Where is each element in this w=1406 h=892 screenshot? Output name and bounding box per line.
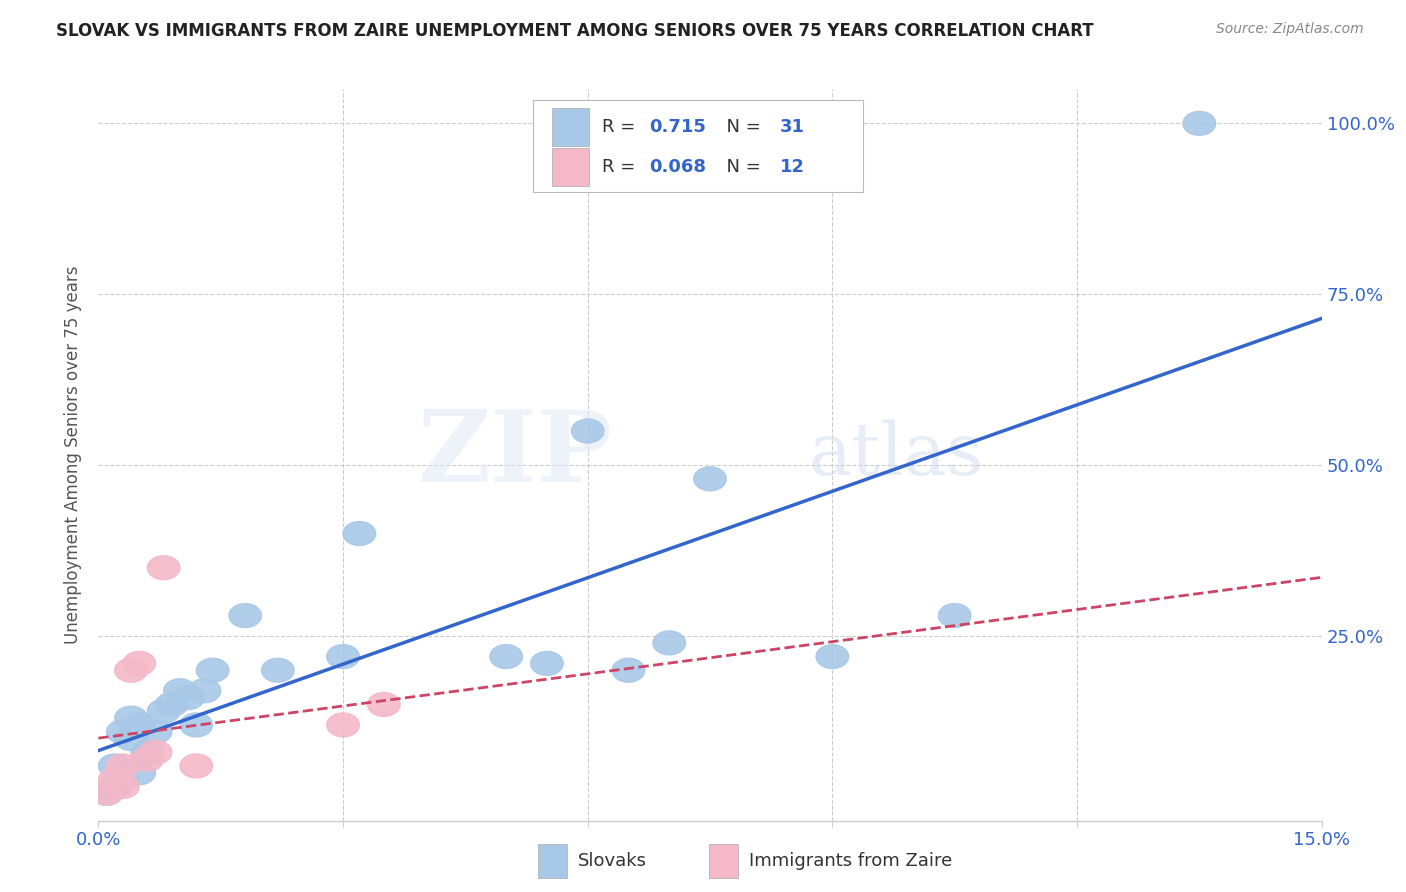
Ellipse shape	[343, 522, 375, 546]
FancyBboxPatch shape	[537, 844, 567, 878]
Ellipse shape	[131, 747, 163, 771]
Ellipse shape	[122, 713, 156, 737]
Ellipse shape	[1182, 112, 1216, 136]
Ellipse shape	[122, 651, 156, 675]
Ellipse shape	[172, 686, 204, 709]
Ellipse shape	[148, 699, 180, 723]
Ellipse shape	[652, 631, 686, 655]
Ellipse shape	[938, 604, 972, 628]
Text: Source: ZipAtlas.com: Source: ZipAtlas.com	[1216, 22, 1364, 37]
Text: 31: 31	[780, 119, 804, 136]
Text: ZIP: ZIP	[418, 407, 612, 503]
Text: N =: N =	[714, 158, 766, 176]
Ellipse shape	[180, 713, 212, 737]
Text: atlas: atlas	[808, 419, 983, 491]
Text: Slovaks: Slovaks	[578, 852, 647, 870]
Text: R =: R =	[602, 119, 641, 136]
Ellipse shape	[139, 740, 172, 764]
Ellipse shape	[107, 774, 139, 798]
FancyBboxPatch shape	[553, 148, 589, 186]
Ellipse shape	[98, 754, 131, 778]
Ellipse shape	[139, 720, 172, 744]
Ellipse shape	[122, 761, 156, 785]
Ellipse shape	[131, 740, 163, 764]
FancyBboxPatch shape	[533, 100, 863, 192]
Text: 0.715: 0.715	[650, 119, 706, 136]
Ellipse shape	[163, 679, 197, 703]
Ellipse shape	[115, 658, 148, 682]
Text: 0.068: 0.068	[650, 158, 706, 176]
Text: Immigrants from Zaire: Immigrants from Zaire	[749, 852, 952, 870]
Ellipse shape	[107, 720, 139, 744]
Ellipse shape	[530, 651, 564, 675]
Ellipse shape	[98, 774, 131, 798]
Ellipse shape	[107, 754, 139, 778]
Ellipse shape	[156, 692, 188, 716]
Ellipse shape	[326, 713, 360, 737]
Ellipse shape	[693, 467, 727, 491]
Text: 12: 12	[780, 158, 804, 176]
Ellipse shape	[197, 658, 229, 682]
Ellipse shape	[188, 679, 221, 703]
Ellipse shape	[229, 604, 262, 628]
Text: R =: R =	[602, 158, 641, 176]
Text: N =: N =	[714, 119, 766, 136]
Ellipse shape	[262, 658, 294, 682]
Ellipse shape	[90, 781, 122, 805]
Y-axis label: Unemployment Among Seniors over 75 years: Unemployment Among Seniors over 75 years	[65, 266, 83, 644]
Ellipse shape	[115, 727, 148, 750]
Ellipse shape	[90, 781, 122, 805]
Ellipse shape	[367, 692, 401, 716]
Ellipse shape	[115, 706, 148, 730]
Ellipse shape	[98, 768, 131, 791]
Ellipse shape	[326, 645, 360, 668]
Ellipse shape	[571, 419, 605, 443]
Ellipse shape	[148, 556, 180, 580]
Ellipse shape	[180, 754, 212, 778]
FancyBboxPatch shape	[553, 108, 589, 146]
Ellipse shape	[815, 645, 849, 668]
Ellipse shape	[489, 645, 523, 668]
Text: SLOVAK VS IMMIGRANTS FROM ZAIRE UNEMPLOYMENT AMONG SENIORS OVER 75 YEARS CORRELA: SLOVAK VS IMMIGRANTS FROM ZAIRE UNEMPLOY…	[56, 22, 1094, 40]
Ellipse shape	[612, 658, 645, 682]
Ellipse shape	[107, 768, 139, 791]
FancyBboxPatch shape	[709, 844, 738, 878]
